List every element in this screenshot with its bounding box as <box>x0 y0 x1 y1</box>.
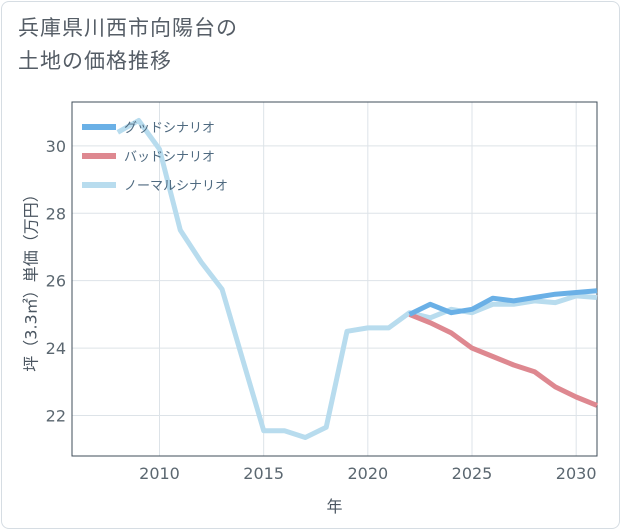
chart-title: 兵庫県川西市向陽台の 土地の価格推移 <box>18 12 238 78</box>
legend-label: ノーマルシナリオ <box>124 179 228 194</box>
y-tick-label: 26 <box>46 272 66 291</box>
x-axis-label: 年 <box>326 497 342 516</box>
y-tick-labels: 22 24 26 28 30 <box>46 137 66 426</box>
x-tick-label: 2010 <box>139 464 180 483</box>
plot-area-border <box>71 101 598 457</box>
y-tick-label: 22 <box>46 407 66 426</box>
chart-title-line-2: 土地の価格推移 <box>18 49 172 73</box>
series-line-2 <box>116 118 598 440</box>
y-tick-label: 28 <box>46 204 66 223</box>
y-tick-label: 30 <box>46 137 66 156</box>
y-tick-label: 24 <box>46 339 66 358</box>
x-tick-labels: 2010 2015 2020 2025 2030 <box>139 464 596 483</box>
series-line-0 <box>408 288 598 317</box>
x-tick-label: 2020 <box>347 464 388 483</box>
x-tick-label: 2025 <box>452 464 493 483</box>
chart-title-line-1: 兵庫県川西市向陽台の <box>18 16 238 40</box>
grid <box>72 102 597 456</box>
y-axis-label: 坪（3.3㎡）単価（万円） <box>22 186 41 371</box>
x-tick-label: 2030 <box>556 464 597 483</box>
legend-label: グッドシナリオ <box>124 121 215 136</box>
legend-label: バッドシナリオ <box>124 150 215 165</box>
series-line-1 <box>408 312 598 408</box>
series-lines <box>116 118 598 440</box>
x-tick-label: 2015 <box>243 464 284 483</box>
